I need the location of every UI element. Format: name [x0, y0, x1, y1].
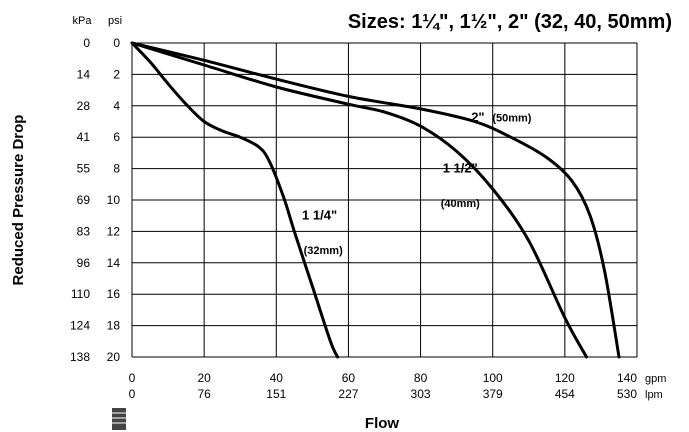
- x-unit-lpm: lpm: [645, 389, 663, 401]
- y-tick-label-kpa: 110: [71, 287, 90, 301]
- x-tick-label-lpm: 227: [338, 387, 358, 401]
- y-tick-label-kpa: 124: [70, 319, 90, 333]
- x-tick-label-gpm: 60: [342, 371, 356, 385]
- y-tick-label-psi: 0: [113, 36, 120, 50]
- x-tick-label-lpm: 0: [129, 387, 136, 401]
- series-group: 1 1/4" (32mm) 1 1/2" (40mm) 2" (50mm): [130, 41, 621, 359]
- y-tick-label-kpa: 14: [77, 67, 91, 81]
- x-tick-label-gpm: 80: [414, 371, 428, 385]
- series-label-1-5in-mm: (40mm): [441, 198, 480, 210]
- y-tick-label-psi: 8: [113, 162, 120, 176]
- y-tick-label-kpa: 55: [77, 162, 91, 176]
- x-tick-label-lpm: 151: [266, 387, 286, 401]
- series-label-2in: 2": [471, 109, 484, 124]
- y-tick-label-psi: 18: [107, 319, 121, 333]
- y-tick-label-kpa: 0: [83, 36, 90, 50]
- x-tick-label-gpm: 20: [197, 371, 211, 385]
- series-label-1-25in-mm: (32mm): [304, 245, 343, 257]
- grid: [131, 42, 638, 358]
- x-axis-title: Flow: [365, 415, 399, 432]
- series-line-1-5in: [130, 41, 588, 359]
- x-tick-label-lpm: 76: [197, 387, 211, 401]
- y-tick-label-psi: 2: [113, 67, 120, 81]
- y-axis-title: Reduced Pressure Drop: [10, 115, 27, 286]
- series-label-1-5in: 1 1/2": [443, 161, 478, 176]
- y-tick-label-psi: 20: [107, 350, 121, 364]
- series-label-2in-mm: (50mm): [492, 112, 531, 124]
- y-tick-label-psi: 16: [107, 287, 121, 301]
- series-label-1-25in: 1 1/4": [302, 208, 337, 223]
- y-tick-label-psi: 6: [113, 130, 120, 144]
- y-tick-label-psi: 12: [107, 224, 121, 238]
- y-tick-label-kpa: 28: [77, 99, 91, 113]
- x-tick-label-lpm: 379: [483, 387, 503, 401]
- x-tick-label-lpm: 303: [411, 387, 431, 401]
- series-line-2in: [130, 41, 621, 359]
- series-line-1-25in: [130, 41, 340, 359]
- y-tick-label-psi: 4: [113, 99, 120, 113]
- x-tick-label-gpm: 100: [483, 371, 503, 385]
- y-unit-kpa: kPa: [73, 15, 93, 27]
- x-tick-label-gpm: 120: [555, 371, 575, 385]
- y-tick-label-psi: 14: [107, 256, 121, 270]
- x-tick-label-lpm: 454: [555, 387, 575, 401]
- x-tick-label-gpm: 40: [270, 371, 284, 385]
- y-tick-label-psi: 10: [107, 193, 121, 207]
- chart-title: Sizes: 1¼", 1½", 2" (32, 40, 50mm): [348, 11, 672, 33]
- y-tick-label-kpa: 138: [70, 350, 90, 364]
- page-corner-icon: [112, 408, 126, 430]
- y-tick-label-kpa: 69: [77, 193, 91, 207]
- x-unit-gpm: gpm: [645, 373, 666, 385]
- y-tick-label-kpa: 41: [77, 130, 91, 144]
- y-unit-psi: psi: [108, 15, 122, 27]
- y-tick-label-kpa: 83: [77, 224, 91, 238]
- x-tick-label-gpm: 0: [129, 371, 136, 385]
- x-tick-label-gpm: 140: [617, 371, 637, 385]
- x-tick-label-lpm: 530: [617, 387, 637, 401]
- y-tick-label-kpa: 96: [77, 256, 91, 270]
